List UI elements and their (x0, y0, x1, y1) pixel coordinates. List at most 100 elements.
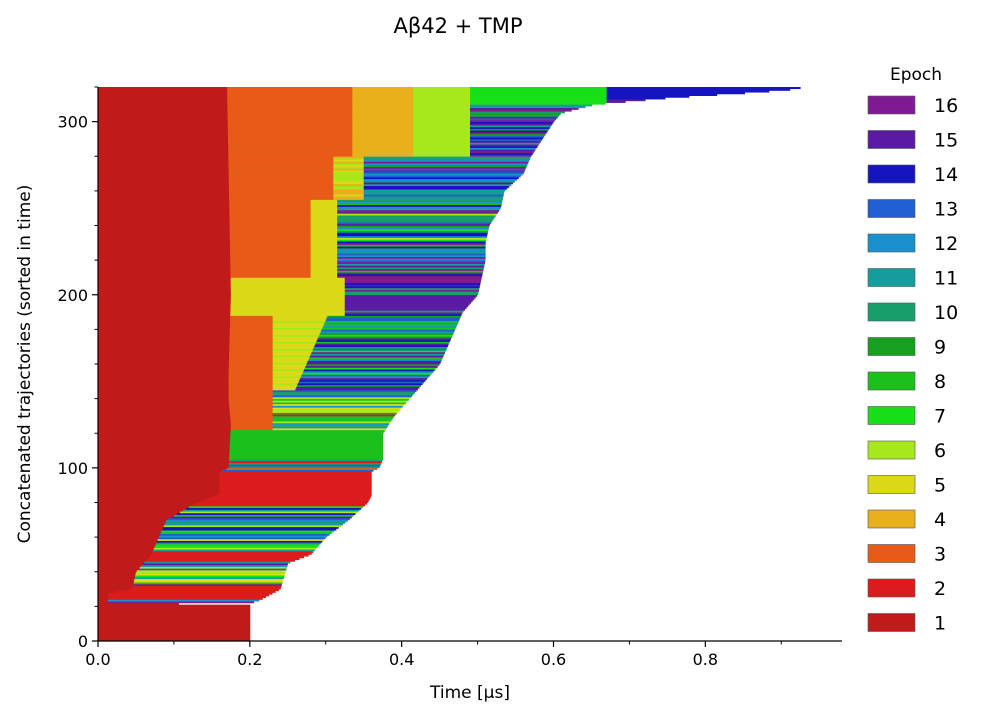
segment-epoch-3 (230, 256, 311, 259)
segment-epoch-5 (310, 254, 338, 258)
segment-epoch-13 (470, 138, 542, 142)
segment-epoch-5 (272, 403, 405, 406)
segment-epoch-1 (98, 225, 231, 228)
segment-epoch-2 (203, 499, 370, 502)
segment-epoch-12 (363, 173, 523, 176)
segment-epoch-3 (228, 180, 334, 183)
segment-epoch-15 (344, 296, 476, 299)
segment-epoch-1 (98, 424, 232, 427)
segment-epoch-6 (413, 114, 471, 117)
y-tick-label: 100 (57, 459, 88, 478)
segment-epoch-3 (229, 357, 274, 360)
segment-epoch-6 (413, 93, 471, 96)
segment-epoch-9 (306, 364, 440, 367)
segment-epoch-7 (135, 575, 285, 578)
segment-epoch-1 (98, 263, 231, 266)
segment-epoch-10 (337, 230, 489, 233)
segment-epoch-4 (352, 151, 414, 154)
segment-epoch-5 (310, 275, 338, 278)
segment-epoch-4 (352, 111, 414, 114)
segment-epoch-13 (221, 469, 374, 472)
segment-epoch-10 (272, 412, 397, 415)
segment-epoch-3 (229, 223, 311, 226)
segment-epoch-3 (228, 396, 274, 399)
segment-epoch-1 (98, 201, 230, 204)
legend-label-epoch-9: 9 (934, 337, 946, 359)
segment-epoch-3 (230, 428, 274, 431)
segment-epoch-1 (98, 318, 231, 322)
segment-epoch-1 (98, 473, 220, 476)
segment-epoch-1 (98, 476, 220, 479)
segment-epoch-7 (470, 92, 608, 95)
segment-epoch-11 (470, 106, 586, 109)
segment-epoch-3 (230, 273, 311, 277)
segment-epoch-4 (352, 125, 414, 128)
legend-swatch-epoch-10 (867, 302, 916, 322)
segment-epoch-1 (98, 568, 139, 571)
segment-epoch-3 (230, 426, 274, 429)
segment-epoch-1 (98, 272, 231, 275)
segment-epoch-3 (229, 412, 274, 415)
segment-epoch-1 (98, 296, 232, 299)
segment-epoch-1 (98, 277, 231, 280)
segment-epoch-14 (297, 383, 423, 386)
legend-label-epoch-14: 14 (934, 164, 958, 186)
segment-epoch-5 (310, 232, 338, 235)
segment-epoch-5 (333, 182, 365, 185)
segment-epoch-1 (98, 426, 232, 429)
segment-epoch-3 (228, 362, 274, 365)
segment-epoch-6 (272, 348, 314, 351)
segment-epoch-1 (98, 135, 229, 138)
segment-epoch-1 (98, 431, 231, 434)
segment-epoch-1 (98, 443, 231, 446)
segment-epoch-3 (229, 228, 311, 232)
segment-epoch-15 (307, 360, 442, 363)
segment-epoch-6 (413, 111, 471, 114)
segment-epoch-3 (229, 232, 311, 235)
segment-epoch-3 (230, 263, 311, 266)
segment-epoch-15 (344, 284, 481, 287)
segment-epoch-8 (229, 457, 384, 460)
segment-epoch-8 (173, 514, 354, 517)
segment-epoch-1 (98, 400, 230, 403)
segment-epoch-15 (315, 343, 449, 346)
segment-epoch-1 (98, 175, 230, 178)
segment-epoch-3 (230, 261, 311, 264)
segment-epoch-11 (363, 183, 512, 187)
segment-epoch-6 (272, 421, 391, 424)
segment-epoch-6 (272, 383, 299, 386)
segment-epoch-3 (228, 156, 334, 159)
segment-epoch-1 (98, 163, 229, 166)
segment-epoch-15 (363, 182, 514, 185)
segment-epoch-14 (606, 88, 791, 91)
segment-epoch-11 (310, 353, 445, 356)
segment-epoch-12 (363, 163, 528, 166)
segment-epoch-3 (230, 267, 311, 270)
segment-epoch-3 (228, 175, 334, 178)
segment-epoch-1 (98, 602, 179, 605)
segment-epoch-15 (344, 308, 466, 311)
segment-epoch-8 (230, 429, 385, 432)
segment-epoch-5 (272, 379, 300, 382)
segment-epoch-7 (154, 545, 318, 548)
segment-epoch-3 (229, 206, 311, 209)
segment-epoch-4 (352, 140, 414, 143)
segment-epoch-10 (470, 114, 560, 117)
segment-epoch-3 (229, 242, 311, 245)
segment-epoch-1 (98, 530, 162, 533)
segment-epoch-2 (132, 587, 281, 590)
segment-epoch-5 (230, 308, 346, 311)
segment-epoch-5 (310, 215, 338, 218)
segment-epoch-4 (352, 114, 414, 117)
segment-epoch-4 (352, 104, 414, 107)
segment-epoch-3 (230, 421, 274, 424)
segment-epoch-5 (272, 381, 299, 384)
segment-epoch-1 (98, 215, 230, 218)
legend-swatch-epoch-1 (867, 613, 916, 632)
segment-epoch-1 (98, 362, 230, 365)
segment-epoch-9 (470, 128, 549, 131)
segment-epoch-6 (272, 376, 302, 379)
segment-epoch-3 (226, 467, 378, 470)
segment-epoch-1 (98, 466, 230, 469)
segment-epoch-16 (311, 351, 445, 354)
